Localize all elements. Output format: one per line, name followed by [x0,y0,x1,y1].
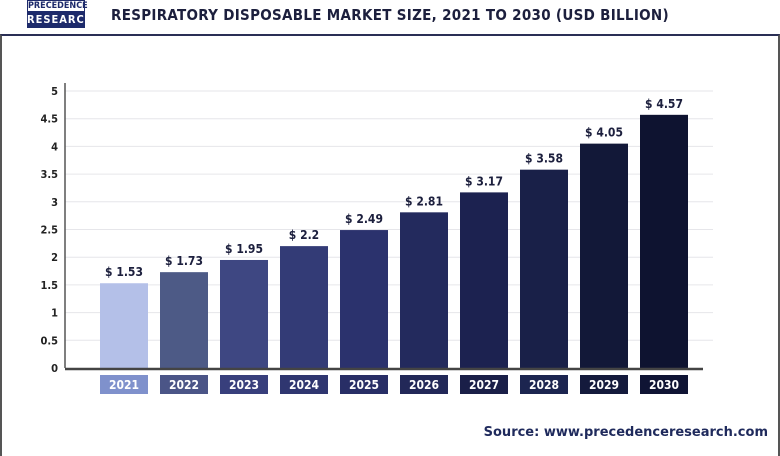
x-tick-label: 2028 [529,378,559,392]
bar-2023 [220,259,268,368]
x-label-box [220,375,268,394]
x-label-box [580,375,628,394]
y-tick-label: 4.5 [40,113,58,126]
y-tick-label: 1 [51,307,58,320]
data-label: $ 1.53 [105,265,143,279]
x-label-box [340,375,388,394]
data-label: $ 3.58 [525,152,563,166]
bar-2028 [520,169,568,368]
x-label-box [400,375,448,394]
data-label: $ 3.17 [465,174,503,188]
chart-title: RESPIRATORY DISPOSABLE MARKET SIZE, 2021… [111,6,669,24]
y-tick-label: 1.5 [40,279,58,292]
bar-2027 [460,192,508,368]
x-tick-label: 2021 [109,378,139,392]
bar-2030 [640,114,688,369]
y-tick-label: 3 [51,196,58,209]
x-tick-label: 2026 [409,378,439,392]
source-text: Source: www.precedenceresearch.com [483,425,768,440]
x-tick-label: 2027 [469,378,499,392]
x-label-box [460,375,508,394]
x-tick-label: 2025 [349,378,379,392]
x-tick-label: 2029 [589,378,619,392]
bar-2022 [160,272,208,368]
x-label-box [160,375,208,394]
data-label: $ 2.81 [405,194,443,208]
bar-2024 [280,246,328,368]
x-tick-label: 2023 [229,378,259,392]
y-tick-label: 0 [51,362,58,375]
bar-2025 [340,230,388,368]
data-label: $ 4.05 [585,126,623,140]
data-label: $ 1.73 [165,254,203,268]
x-label-box [280,375,328,394]
y-tick-label: 2 [51,251,58,264]
data-label: $ 2.49 [345,212,383,226]
x-label-box [640,375,688,394]
bar-2026 [400,212,448,368]
x-tick-label: 2024 [289,378,320,392]
logo-line2: RESEARCH [27,13,95,26]
bar-2021 [100,283,148,368]
data-label: $ 2.2 [289,228,319,242]
x-tick-label: 2022 [169,378,199,392]
x-tick-label: 2030 [649,378,679,392]
bar-chart: 0 0.5 1 1.5 2 2.5 3 3.5 4 4.5 5 $ 1.53 2021 $ 1.73 202… [40,83,713,394]
data-label: $ 4.57 [645,97,683,111]
y-tick-label: 2.5 [40,224,58,237]
y-tick-label: 3.5 [40,168,58,181]
y-tick-label: 5 [51,85,58,98]
y-tick-label: 4 [51,140,58,153]
data-label: $ 1.95 [225,242,263,256]
chart-frame [0,34,780,456]
bar-2029 [580,143,628,368]
precedence-research-logo: PRECEDENCE RESEARCH [27,0,95,28]
x-label-box [520,375,568,394]
logo-line1: PRECEDENCE [27,0,88,12]
x-label-box [100,375,148,394]
y-tick-label: 0.5 [40,334,58,347]
